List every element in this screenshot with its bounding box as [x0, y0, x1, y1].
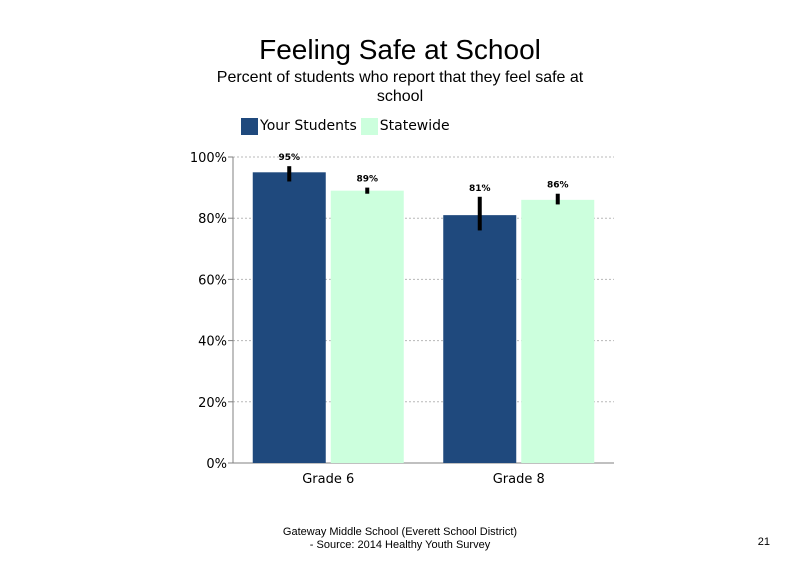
legend-label-your-students: Your Students [260, 118, 357, 134]
x-tick-label: Grade 8 [493, 472, 545, 487]
chart-legend: Your Students Statewide [241, 116, 454, 136]
footer-line-1: Gateway Middle School (Everett School Di… [282, 526, 518, 538]
y-tick-label: 60% [198, 273, 227, 288]
y-tick-label: 80% [198, 212, 227, 227]
legend-item-your-students: Your Students [241, 117, 357, 135]
bar [443, 215, 517, 463]
legend-swatch-statewide [360, 117, 378, 135]
bar [252, 172, 326, 464]
footer-source: Gateway Middle School (Everett School Di… [200, 526, 600, 552]
chart-subtitle: Percent of students who report that they… [216, 69, 584, 105]
legend-item-statewide: Statewide [360, 117, 450, 135]
footer-line-2: - Source: 2014 Healthy Youth Survey [309, 539, 491, 551]
x-tick-label: Grade 6 [302, 472, 354, 487]
data-label: 81% [469, 184, 491, 194]
y-tick-label: 40% [198, 335, 227, 350]
legend-label-statewide: Statewide [379, 118, 450, 134]
legend-swatch-your-students [241, 117, 258, 135]
bar [521, 199, 595, 463]
data-label: 89% [356, 175, 378, 185]
y-tick-label: 20% [198, 396, 227, 411]
data-label: 95% [278, 153, 300, 163]
y-tick-label: 100% [190, 151, 227, 166]
bar [330, 190, 404, 463]
data-label: 86% [547, 181, 569, 191]
chart-title: Feeling Safe at School [259, 34, 541, 65]
y-tick-label: 0% [206, 457, 227, 472]
page-number: 21 [757, 536, 770, 548]
